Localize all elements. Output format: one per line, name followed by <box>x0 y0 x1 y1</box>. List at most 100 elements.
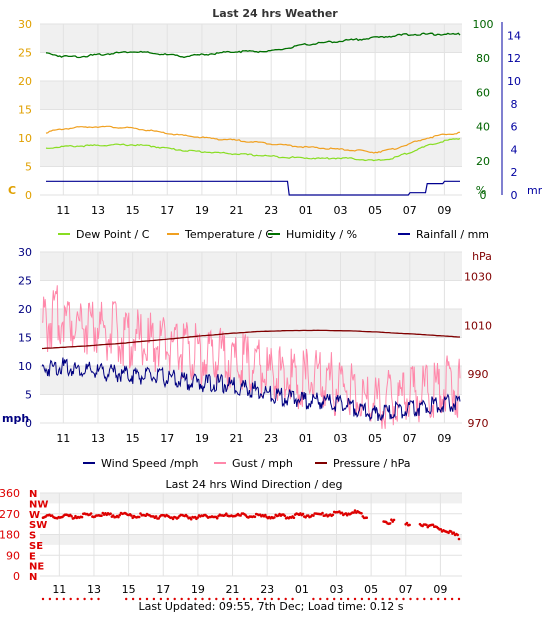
direction-point-north <box>457 597 461 601</box>
y-tick-label-rainfall: 0 <box>511 189 518 202</box>
humidity-line <box>45 32 461 59</box>
compass-label: W <box>29 510 40 521</box>
direction-point <box>365 516 369 519</box>
direction-point-north <box>62 597 65 601</box>
y-tick-label-temperature: 20 <box>18 75 32 88</box>
direction-point-north <box>215 597 218 601</box>
y-tick-label-pressure: 970 <box>468 417 489 430</box>
direction-point-north <box>229 597 232 601</box>
direction-point-north <box>41 597 45 601</box>
plot-band <box>40 493 462 504</box>
x-tick-label: 05 <box>368 204 382 217</box>
x-tick-label: 21 <box>230 432 244 445</box>
direction-point <box>264 513 267 517</box>
direction-point <box>340 511 344 515</box>
x-tick-label: 17 <box>160 204 174 217</box>
x-tick-label: 05 <box>368 432 382 445</box>
direction-point <box>390 518 393 521</box>
y-tick-label-speed: 25 <box>18 275 32 288</box>
y-tick-label-speed: 10 <box>18 360 32 373</box>
direction-point <box>118 513 121 517</box>
y-tick-label-degrees: 0 <box>13 570 20 583</box>
compass-label: N <box>29 489 37 500</box>
x-tick-label: 05 <box>364 583 378 596</box>
plot-band <box>40 24 462 53</box>
direction-point <box>292 516 296 519</box>
y-tick-label-temperature: 15 <box>18 104 32 117</box>
y-tick-label-degrees: 180 <box>0 529 20 542</box>
y-tick-label-pressure: 990 <box>468 368 489 381</box>
y-axis-unit-humidity: % <box>476 184 486 197</box>
direction-point-north <box>360 597 364 601</box>
last-updated-footer: Last Updated: 09:55, 7th Dec; Load time:… <box>138 600 404 613</box>
direction-point <box>139 512 142 515</box>
compass-label: NW <box>29 499 48 510</box>
direction-point-north <box>55 597 59 601</box>
direction-point-north <box>353 597 357 601</box>
y-tick-label-temperature: 0 <box>25 189 32 202</box>
direction-point <box>70 515 73 518</box>
direction-point-north <box>263 597 267 601</box>
direction-point <box>154 515 158 518</box>
compass-label: SW <box>29 520 47 531</box>
y-axis-unit-hpa: hPa <box>472 250 492 263</box>
x-tick-label: 03 <box>333 432 347 445</box>
direction-point-north <box>326 597 329 601</box>
y-tick-label-rainfall: 12 <box>507 52 521 65</box>
plot-band <box>40 81 462 110</box>
x-tick-label: 19 <box>191 583 205 596</box>
compass-label: SE <box>29 541 43 552</box>
x-tick-label: 11 <box>52 583 66 596</box>
direction-point-north <box>97 597 100 601</box>
direction-point <box>196 516 199 519</box>
direction-point <box>186 515 189 518</box>
direction-point <box>431 523 435 527</box>
direction-point-north <box>173 597 176 601</box>
x-tick-label: 09 <box>433 583 447 596</box>
legend-label: Rainfall / mm <box>416 228 489 241</box>
direction-point <box>157 517 160 520</box>
direction-point <box>89 512 93 515</box>
pressure-line <box>41 329 460 350</box>
y-tick-label-humidity: 80 <box>476 52 490 65</box>
direction-point-north <box>381 597 384 601</box>
y-axis-unit-rainfall: mm <box>527 184 542 197</box>
y-tick-label-temperature: 25 <box>18 47 32 60</box>
x-tick-label: 17 <box>160 432 174 445</box>
direction-point-north <box>138 597 142 601</box>
plot-band <box>40 252 462 281</box>
direction-point-north <box>249 597 253 601</box>
legend-label: Dew Point / C <box>76 228 150 241</box>
x-tick-label: 07 <box>403 432 417 445</box>
direction-point <box>331 513 335 517</box>
y-tick-label-speed: 20 <box>18 303 32 316</box>
direction-point-north <box>48 597 52 601</box>
wind-speed-line <box>41 357 461 422</box>
direction-point-north <box>395 597 398 601</box>
direction-point-north <box>166 597 169 601</box>
y-tick-label-degrees: 270 <box>0 508 20 521</box>
y-tick-label-humidity: 100 <box>473 18 494 31</box>
legend-label: Pressure / hPa <box>333 457 411 470</box>
direction-point <box>273 516 276 519</box>
y-tick-label-rainfall: 6 <box>511 121 518 134</box>
direction-point-north <box>437 597 440 601</box>
x-tick-label: 01 <box>295 583 309 596</box>
direction-point <box>360 512 363 515</box>
x-tick-label: 09 <box>437 204 451 217</box>
direction-point-north <box>450 597 454 601</box>
direction-point-north <box>319 597 322 601</box>
direction-point <box>189 517 193 521</box>
dew-point-line <box>45 138 461 162</box>
direction-point <box>439 528 443 531</box>
direction-point <box>117 515 120 519</box>
legend-label: Wind Speed /mph <box>101 457 199 470</box>
x-tick-label: 19 <box>195 432 209 445</box>
y-tick-label-rainfall: 14 <box>507 29 521 42</box>
plot-band <box>40 534 462 545</box>
direction-point-north <box>208 597 211 601</box>
direction-point <box>171 517 175 521</box>
direction-point <box>283 514 287 518</box>
direction-point-north <box>284 597 287 601</box>
